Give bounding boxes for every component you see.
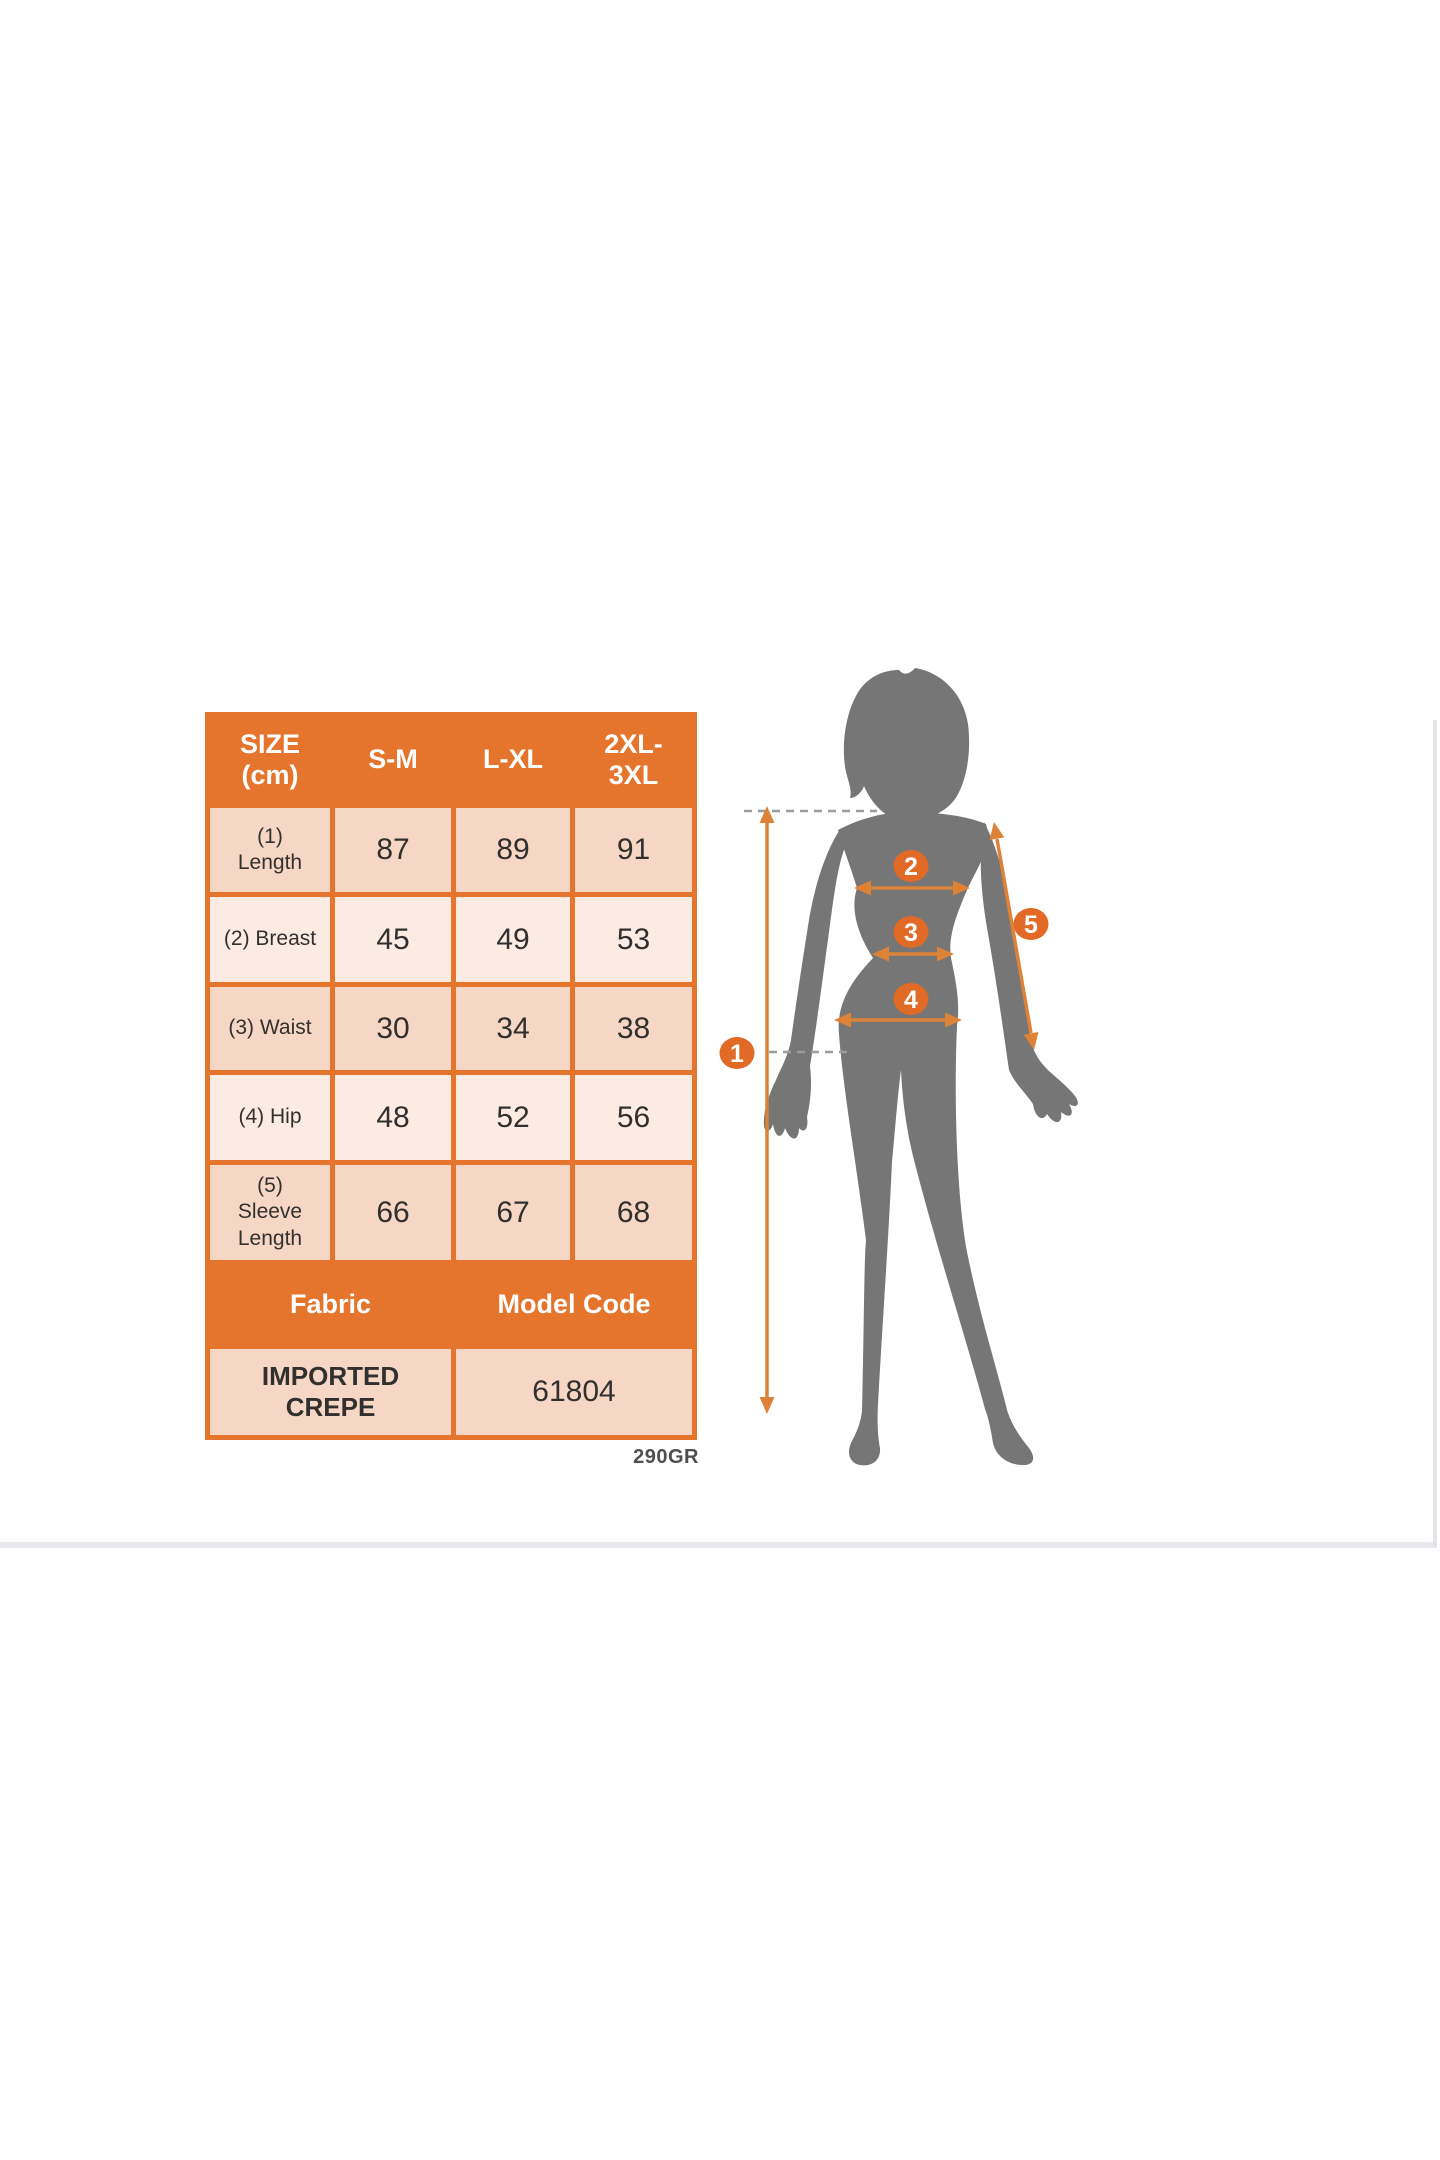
row-label-breast: (2) Breast <box>210 897 330 982</box>
marker-number-2: 2 <box>904 853 918 881</box>
arrow-sleeve <box>989 822 1039 1050</box>
size-value-cell: 45 <box>335 897 451 982</box>
size-value-cell: 56 <box>575 1075 692 1160</box>
silhouette-arm-left <box>763 828 845 1139</box>
col-header-l-xl: L-XL <box>456 717 570 803</box>
size-value-cell: 68 <box>575 1165 692 1260</box>
marker-circle-1 <box>719 1037 755 1069</box>
fabric-header: Fabric <box>210 1265 451 1344</box>
size-value-cell: 34 <box>456 987 570 1070</box>
marker-number-3: 3 <box>904 919 918 947</box>
size-table: SIZE (cm) S-M L-XL 2XL- 3XL (1) Length 8… <box>205 712 697 1440</box>
size-value-cell: 48 <box>335 1075 451 1160</box>
row-label-length: (1) Length <box>210 808 330 892</box>
model-code-value: 61804 <box>456 1349 692 1435</box>
size-value-cell: 38 <box>575 987 692 1070</box>
marker-circle-4 <box>893 983 929 1015</box>
figure-silhouette <box>763 668 1078 1466</box>
col-header-s-m: S-M <box>335 717 451 803</box>
silhouette-arm-right <box>980 822 1078 1123</box>
size-value-cell: 91 <box>575 808 692 892</box>
size-value-cell: 66 <box>335 1165 451 1260</box>
size-value-cell: 52 <box>456 1075 570 1160</box>
size-value-cell: 67 <box>456 1165 570 1260</box>
marker-circle-3 <box>893 916 929 948</box>
row-label-sleeve-length: (5) Sleeve Length <box>210 1165 330 1260</box>
marker-number-5: 5 <box>1024 911 1038 939</box>
col-header-2xl-3xl: 2XL- 3XL <box>575 717 692 803</box>
size-value-cell: 49 <box>456 897 570 982</box>
arrow-hip <box>834 1012 962 1028</box>
row-label-hip: (4) Hip <box>210 1075 330 1160</box>
size-value-cell: 53 <box>575 897 692 982</box>
marker-number-1: 1 <box>730 1040 744 1068</box>
size-value-cell: 89 <box>456 808 570 892</box>
size-value-cell: 30 <box>335 987 451 1070</box>
model-code-header: Model Code <box>456 1265 692 1344</box>
marker-circle-5 <box>1013 908 1049 940</box>
size-value-cell: 87 <box>335 808 451 892</box>
card-edge-right <box>1433 720 1437 1546</box>
arrow-waist <box>872 946 954 962</box>
arrow-breast <box>854 880 970 896</box>
card-edge-bottom <box>0 1542 1437 1548</box>
col-header-size-cm: SIZE (cm) <box>210 717 330 803</box>
silhouette-head <box>843 668 970 818</box>
silhouette-body <box>838 812 1034 1466</box>
arrow-length <box>759 806 775 1414</box>
marker-number-4: 4 <box>904 986 918 1014</box>
row-label-waist: (3) Waist <box>210 987 330 1070</box>
measurement-markers: 1 2 3 4 5 <box>719 850 1049 1069</box>
marker-circle-2 <box>893 850 929 882</box>
fabric-value: IMPORTED CREPE <box>210 1349 451 1435</box>
weight-note: 290GR <box>633 1446 699 1468</box>
